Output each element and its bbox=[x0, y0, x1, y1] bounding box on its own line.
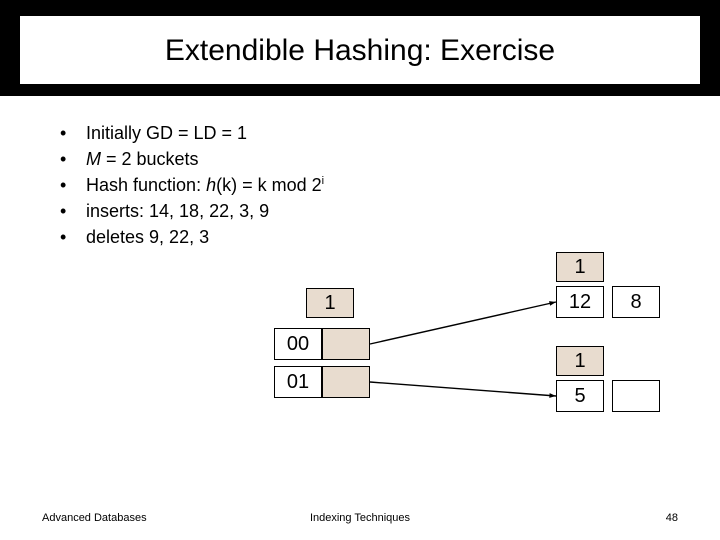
bucket-cell: 12 bbox=[556, 286, 604, 318]
directory-global-depth: 1 bbox=[306, 288, 354, 318]
bucket-local-depth: 1 bbox=[556, 346, 604, 376]
footer-right: 48 bbox=[666, 512, 678, 524]
bullet-item: • inserts: 14, 18, 22, 3, 9 bbox=[60, 198, 324, 224]
bucket-cell bbox=[612, 380, 660, 412]
bullet-item: • deletes 9, 22, 3 bbox=[60, 224, 324, 250]
bullet-dot-icon: • bbox=[60, 146, 86, 172]
directory-slot: 01 bbox=[274, 366, 322, 398]
directory-slot: 00 bbox=[274, 328, 322, 360]
bullet-dot-icon: • bbox=[60, 120, 86, 146]
bullet-text: deletes 9, 22, 3 bbox=[86, 224, 209, 250]
directory-pointer-cell bbox=[322, 366, 370, 398]
directory-pointer-cell bbox=[322, 328, 370, 360]
title-band: Extendible Hashing: Exercise bbox=[0, 0, 720, 96]
bullet-dot-icon: • bbox=[60, 224, 86, 250]
footer-center: Indexing Techniques bbox=[0, 512, 720, 524]
bullet-text: Initially GD = LD = 1 bbox=[86, 120, 247, 146]
slide-title: Extendible Hashing: Exercise bbox=[20, 16, 700, 84]
bullet-item: • M = 2 buckets bbox=[60, 146, 324, 172]
bullet-item: • Hash function: h(k) = k mod 2i bbox=[60, 172, 324, 198]
bullet-text: Hash function: h(k) = k mod 2i bbox=[86, 172, 324, 198]
bullet-list: • Initially GD = LD = 1 • M = 2 buckets … bbox=[60, 120, 324, 250]
bullet-item: • Initially GD = LD = 1 bbox=[60, 120, 324, 146]
bullet-text: M = 2 buckets bbox=[86, 146, 199, 172]
bullet-text: inserts: 14, 18, 22, 3, 9 bbox=[86, 198, 269, 224]
bucket-cell: 5 bbox=[556, 380, 604, 412]
bullet-dot-icon: • bbox=[60, 198, 86, 224]
bucket-local-depth: 1 bbox=[556, 252, 604, 282]
bullet-dot-icon: • bbox=[60, 172, 86, 198]
bucket-cell: 8 bbox=[612, 286, 660, 318]
